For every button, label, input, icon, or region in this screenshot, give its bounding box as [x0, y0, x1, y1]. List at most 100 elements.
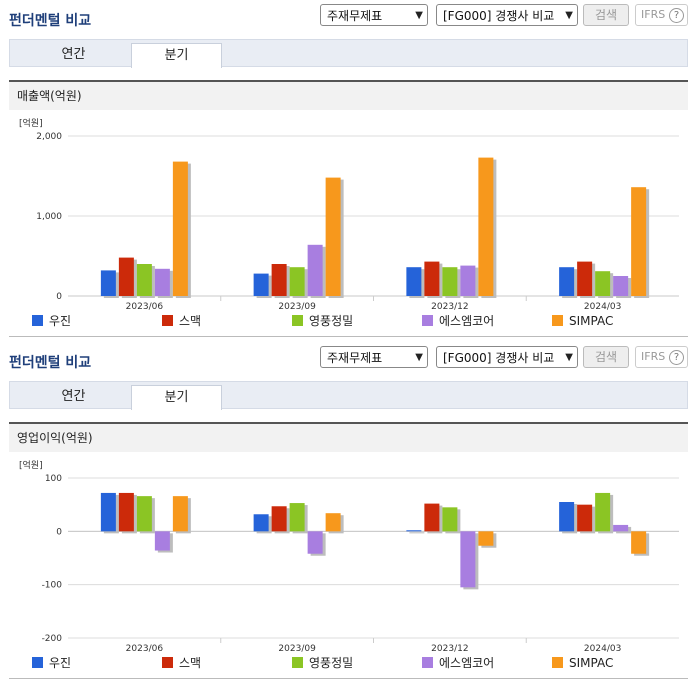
ifrs-help-button[interactable]: IFRS?: [635, 346, 688, 368]
bar-스맥[interactable]: [118, 492, 134, 532]
statement-select[interactable]: 주재무제표 ▼: [320, 4, 428, 26]
x-tick-label: 2024/03: [584, 302, 621, 310]
y-tick-label: 100: [45, 474, 62, 484]
question-icon: ?: [669, 8, 684, 23]
bar-SIMPAC[interactable]: [172, 161, 188, 296]
bar-SIMPAC[interactable]: [325, 177, 341, 296]
peer-group-select[interactable]: [FG000] 경쟁사 비교 ▼: [436, 4, 578, 26]
legend-swatch: [552, 657, 563, 668]
y-tick-label: 1,000: [36, 212, 62, 222]
legend-swatch: [32, 315, 43, 326]
operating-profit-chart-svg: [억원]100 0 -100 -200 2023/06 2023/09 2023/12 202…: [19, 459, 679, 654]
peer-group-select[interactable]: [FG000] 경쟁사 비교 ▼: [436, 346, 578, 368]
bar-영풍정밀[interactable]: [595, 271, 611, 296]
bar-스맥[interactable]: [424, 503, 440, 532]
bar-SIMPAC[interactable]: [478, 157, 494, 296]
bar-우진[interactable]: [100, 270, 116, 296]
chevron-down-icon: ▼: [565, 352, 573, 363]
divider: [9, 678, 688, 679]
y-tick-label: 0: [56, 292, 62, 302]
bar-영풍정밀[interactable]: [289, 503, 305, 532]
x-tick-label: 2024/03: [584, 644, 621, 652]
bar-우진[interactable]: [406, 267, 422, 296]
y-tick-label: 2,000: [36, 132, 62, 142]
chart-legend: 우진 스맥 영풍정밀 에스엠코어 SIMPAC: [32, 313, 672, 329]
bar-스맥[interactable]: [577, 504, 593, 532]
bar-우진[interactable]: [406, 530, 422, 532]
period-tabs: 연간 분기: [9, 381, 688, 410]
chevron-down-icon: ▼: [415, 352, 423, 363]
bar-에스엠코어[interactable]: [460, 531, 476, 588]
chevron-down-icon: ▼: [415, 10, 423, 21]
operating-profit-chart: [억원] 100 0 -100 -200 2023/06 2023/09 2023/12 202…: [9, 452, 688, 655]
bar-SIMPAC[interactable]: [478, 531, 494, 546]
x-tick-label: 2023/12: [431, 302, 468, 310]
search-button[interactable]: 검색: [583, 346, 629, 368]
legend-swatch: [32, 657, 43, 668]
x-tick-label: 2023/09: [278, 302, 316, 310]
bar-에스엠코어[interactable]: [613, 524, 629, 532]
bar-스맥[interactable]: [271, 264, 287, 296]
legend-swatch: [552, 315, 563, 326]
bar-영풍정밀[interactable]: [289, 267, 305, 296]
chevron-down-icon: ▼: [565, 10, 573, 21]
fundamental-section-operating-profit: 펀더멘털 비교 주재무제표 ▼ [FG000] 경쟁사 비교 ▼ 검색 IFRS? …: [0, 342, 696, 684]
tab-quarterly[interactable]: 분기: [131, 385, 222, 410]
bar-스맥[interactable]: [118, 257, 134, 296]
divider: [9, 336, 688, 337]
legend-swatch: [292, 657, 303, 668]
bar-SIMPAC[interactable]: [631, 187, 647, 296]
bar-스맥[interactable]: [577, 261, 593, 296]
x-tick-label: 2023/09: [278, 644, 316, 652]
bar-우진[interactable]: [253, 514, 269, 532]
bar-SIMPAC[interactable]: [325, 513, 341, 532]
bar-영풍정밀[interactable]: [136, 496, 152, 532]
panel-title: 영업이익(억원): [9, 422, 688, 452]
ifrs-help-button[interactable]: IFRS?: [635, 4, 688, 26]
axis-unit-label: [억원]: [19, 459, 43, 471]
bar-SIMPAC[interactable]: [172, 496, 188, 532]
tab-annual[interactable]: 연간: [61, 47, 86, 62]
bar-스맥[interactable]: [424, 261, 440, 296]
legend-swatch: [292, 315, 303, 326]
y-tick-label: -200: [42, 634, 63, 644]
bar-영풍정밀[interactable]: [595, 492, 611, 532]
bar-에스엠코어[interactable]: [154, 268, 170, 296]
y-tick-label: 0: [56, 527, 62, 537]
bar-영풍정밀[interactable]: [442, 507, 458, 532]
period-tabs: 연간 분기: [9, 39, 688, 68]
legend-swatch: [162, 315, 173, 326]
bar-에스엠코어[interactable]: [460, 265, 476, 296]
bar-영풍정밀[interactable]: [136, 264, 152, 296]
chart-legend: 우진 스맥 영풍정밀 에스엠코어 SIMPAC: [32, 655, 672, 671]
legend-swatch: [422, 657, 433, 668]
x-tick-label: 2023/06: [126, 302, 164, 310]
bar-SIMPAC[interactable]: [631, 531, 647, 554]
bar-우진[interactable]: [253, 273, 269, 296]
panel-title: 매출액(억원): [9, 80, 688, 110]
section-header: 펀더멘털 비교 주재무제표 ▼ [FG000] 경쟁사 비교 ▼ 검색 IFRS?: [0, 0, 696, 34]
statement-select[interactable]: 주재무제표 ▼: [320, 346, 428, 368]
tab-quarterly[interactable]: 분기: [131, 43, 222, 68]
fundamental-section-sales: 펀더멘털 비교 주재무제표 ▼ [FG000] 경쟁사 비교 ▼ 검색 IFRS? …: [0, 0, 696, 337]
bar-영풍정밀[interactable]: [442, 267, 458, 296]
tab-annual[interactable]: 연간: [61, 389, 86, 404]
sales-chart: [억원] 2,000 1,000 0 2023/06 2023/09 2023/12 2024…: [9, 110, 688, 313]
section-header: 펀더멘털 비교 주재무제표 ▼ [FG000] 경쟁사 비교 ▼ 검색 IFRS?: [0, 342, 696, 376]
sales-chart-svg: [억원] 2,000 1,000 0 2023/06 2023/09 2023/12 2024…: [19, 117, 679, 312]
bar-에스엠코어[interactable]: [154, 531, 170, 551]
bar-우진[interactable]: [100, 492, 116, 532]
question-icon: ?: [669, 350, 684, 365]
bar-에스엠코어[interactable]: [613, 276, 629, 296]
legend-swatch: [162, 657, 173, 668]
bar-에스엠코어[interactable]: [307, 531, 323, 554]
axis-unit-label: [억원]: [19, 117, 43, 129]
bar-에스엠코어[interactable]: [307, 244, 323, 296]
bar-우진[interactable]: [559, 267, 575, 296]
bar-shadow: [409, 532, 425, 534]
search-button[interactable]: 검색: [583, 4, 629, 26]
legend-swatch: [422, 315, 433, 326]
bar-우진[interactable]: [559, 502, 575, 532]
bar-스맥[interactable]: [271, 506, 287, 532]
section-title: 펀더멘털 비교: [9, 13, 92, 29]
